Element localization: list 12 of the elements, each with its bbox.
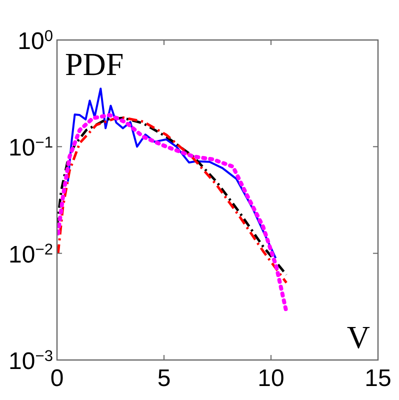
y-tick-label: 10$^{−1}$ bbox=[8, 134, 53, 162]
x-tick-label: 0 bbox=[50, 365, 64, 392]
x-tick-label: 10 bbox=[258, 365, 284, 392]
x-tick-label: 15 bbox=[364, 365, 392, 392]
x-tick-label: 5 bbox=[157, 365, 171, 392]
annotation: V bbox=[346, 319, 370, 355]
annotation: PDF bbox=[65, 46, 124, 82]
y-tick-label: 10$^{0}$ bbox=[18, 28, 54, 55]
y-tick-label: 10$^{−3}$ bbox=[8, 348, 53, 375]
line-series bbox=[66, 88, 277, 260]
y-tick-label: 10$^{−2}$ bbox=[8, 240, 53, 268]
line-series bbox=[57, 113, 288, 312]
